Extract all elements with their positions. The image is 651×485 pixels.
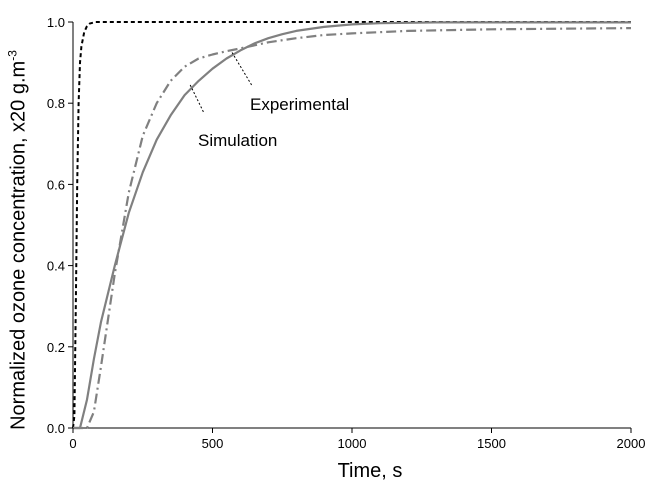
y-tick-label: 0.4 — [47, 259, 65, 274]
simulation-annotation: Simulation — [198, 131, 277, 150]
x-tick-label: 500 — [202, 436, 224, 451]
y-axis-label: Normalized ozone concentration, x20 g.m-… — [6, 50, 31, 430]
tick-layer: 0 500 1000 1500 2000 0.0 0.2 0.4 0.6 0.8 1.0 — [47, 15, 646, 451]
series-layer — [72, 21, 632, 430]
x-tick-label: 1500 — [477, 436, 506, 451]
y-axis-label-exponent: -3 — [5, 50, 20, 61]
experimental-annotation: Experimental — [250, 95, 349, 114]
simulation-leader — [189, 84, 205, 114]
experimental-leader — [231, 52, 252, 86]
y-axis-label-text: Normalized ozone concentration, x20 g.m — [7, 60, 30, 430]
x-axis-label: Time, s — [338, 460, 403, 482]
series-dashed — [72, 21, 631, 429]
x-tick-label: 2000 — [617, 436, 646, 451]
x-tick-label: 0 — [69, 436, 76, 451]
y-tick-label: 0.2 — [47, 340, 65, 355]
plot-area — [72, 22, 631, 429]
y-tick-label: 0.0 — [47, 421, 65, 436]
series-solid — [73, 21, 631, 430]
y-tick-label: 0.6 — [47, 177, 65, 192]
series-dashdot — [73, 27, 632, 430]
annotation-layer: Experimental Simulation — [189, 52, 349, 150]
y-tick-label: 1.0 — [47, 15, 65, 30]
y-tick-label: 0.8 — [47, 96, 65, 111]
x-tick-label: 1000 — [338, 436, 367, 451]
